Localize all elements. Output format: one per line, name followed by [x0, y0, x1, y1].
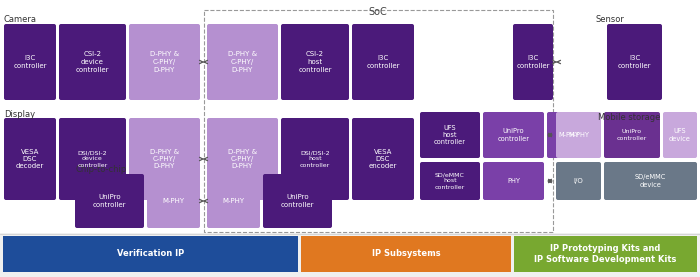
Text: M-PHY: M-PHY: [162, 198, 185, 204]
FancyBboxPatch shape: [4, 118, 56, 200]
Text: Verification IP: Verification IP: [117, 250, 184, 258]
Text: I3C
controller: I3C controller: [13, 55, 47, 69]
FancyBboxPatch shape: [4, 24, 56, 100]
Text: Display: Display: [4, 110, 35, 119]
FancyBboxPatch shape: [513, 24, 553, 100]
Text: UFS
host
controller: UFS host controller: [434, 124, 466, 145]
Text: IP Prototyping Kits and
IP Software Development Kits: IP Prototyping Kits and IP Software Deve…: [534, 244, 677, 264]
Text: UniPro
controller: UniPro controller: [498, 128, 529, 142]
Text: CSI-2
device
controller: CSI-2 device controller: [76, 52, 109, 73]
FancyBboxPatch shape: [59, 118, 126, 200]
FancyBboxPatch shape: [420, 112, 480, 158]
Text: UniPro
controller: UniPro controller: [617, 129, 647, 141]
FancyBboxPatch shape: [147, 174, 200, 228]
FancyBboxPatch shape: [604, 112, 660, 158]
FancyBboxPatch shape: [75, 174, 144, 228]
Text: SD/eMMC
host
controller: SD/eMMC host controller: [435, 172, 465, 190]
Text: D-PHY &
C-PHY/
D-PHY: D-PHY & C-PHY/ D-PHY: [150, 52, 179, 73]
FancyBboxPatch shape: [207, 174, 260, 228]
Text: VESA
DSC
encoder: VESA DSC encoder: [369, 148, 397, 170]
Text: DSI/DSI-2
host
controller: DSI/DSI-2 host controller: [300, 150, 330, 168]
FancyBboxPatch shape: [281, 118, 349, 200]
Text: M-PHY: M-PHY: [558, 132, 579, 138]
Text: I3C
controller: I3C controller: [517, 55, 550, 69]
Text: I3C
controller: I3C controller: [366, 55, 400, 69]
FancyBboxPatch shape: [556, 112, 601, 158]
Text: I/O: I/O: [573, 178, 583, 184]
Text: I3C
controller: I3C controller: [617, 55, 651, 69]
FancyBboxPatch shape: [483, 112, 544, 158]
FancyBboxPatch shape: [352, 118, 414, 200]
FancyBboxPatch shape: [207, 24, 278, 100]
Text: VESA
DSC
decoder: VESA DSC decoder: [16, 148, 44, 170]
FancyBboxPatch shape: [556, 162, 601, 200]
Text: Sensor: Sensor: [595, 15, 624, 24]
FancyBboxPatch shape: [607, 24, 662, 100]
Text: UFS
device: UFS device: [669, 128, 691, 142]
Bar: [0, 0, 700, 233]
Text: CSI-2
host
controller: CSI-2 host controller: [298, 52, 332, 73]
Bar: [301, 236, 511, 272]
Text: D-PHY &
C-PHY/
D-PHY: D-PHY & C-PHY/ D-PHY: [150, 148, 179, 170]
Text: UniPro
controller: UniPro controller: [92, 194, 126, 208]
FancyBboxPatch shape: [420, 162, 480, 200]
FancyBboxPatch shape: [129, 24, 200, 100]
Text: Mobile storage: Mobile storage: [598, 113, 660, 122]
Text: PHY: PHY: [507, 178, 520, 184]
Text: Camera: Camera: [4, 15, 37, 24]
FancyBboxPatch shape: [207, 118, 278, 200]
FancyBboxPatch shape: [263, 174, 332, 228]
Text: M-PHY: M-PHY: [223, 198, 244, 204]
FancyBboxPatch shape: [129, 118, 200, 200]
Text: M-PHY: M-PHY: [568, 132, 589, 138]
Text: DSI/DSI-2
device
controller: DSI/DSI-2 device controller: [78, 150, 108, 168]
FancyBboxPatch shape: [483, 162, 544, 200]
FancyBboxPatch shape: [547, 112, 590, 158]
Text: D-PHY &
C-PHY/
D-PHY: D-PHY & C-PHY/ D-PHY: [228, 148, 257, 170]
Bar: [204, 10, 553, 232]
FancyBboxPatch shape: [59, 24, 126, 100]
Bar: [514, 236, 697, 272]
Text: SoC: SoC: [369, 7, 387, 17]
FancyBboxPatch shape: [352, 24, 414, 100]
FancyBboxPatch shape: [604, 162, 697, 200]
Text: IP Subsystems: IP Subsystems: [372, 250, 440, 258]
FancyBboxPatch shape: [663, 112, 697, 158]
FancyBboxPatch shape: [281, 24, 349, 100]
Bar: [3, 236, 298, 272]
Text: SD/eMMC
device: SD/eMMC device: [635, 174, 666, 188]
Text: D-PHY &
C-PHY/
D-PHY: D-PHY & C-PHY/ D-PHY: [228, 52, 257, 73]
Text: Chip-to-chip: Chip-to-chip: [75, 165, 126, 174]
Text: UniPro
controller: UniPro controller: [281, 194, 314, 208]
